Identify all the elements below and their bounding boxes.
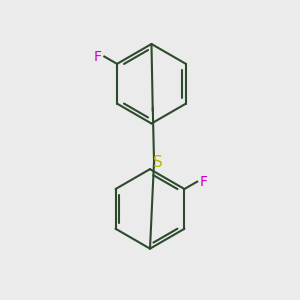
Text: S: S xyxy=(153,155,163,170)
Text: F: F xyxy=(94,50,102,64)
Text: F: F xyxy=(200,175,208,189)
